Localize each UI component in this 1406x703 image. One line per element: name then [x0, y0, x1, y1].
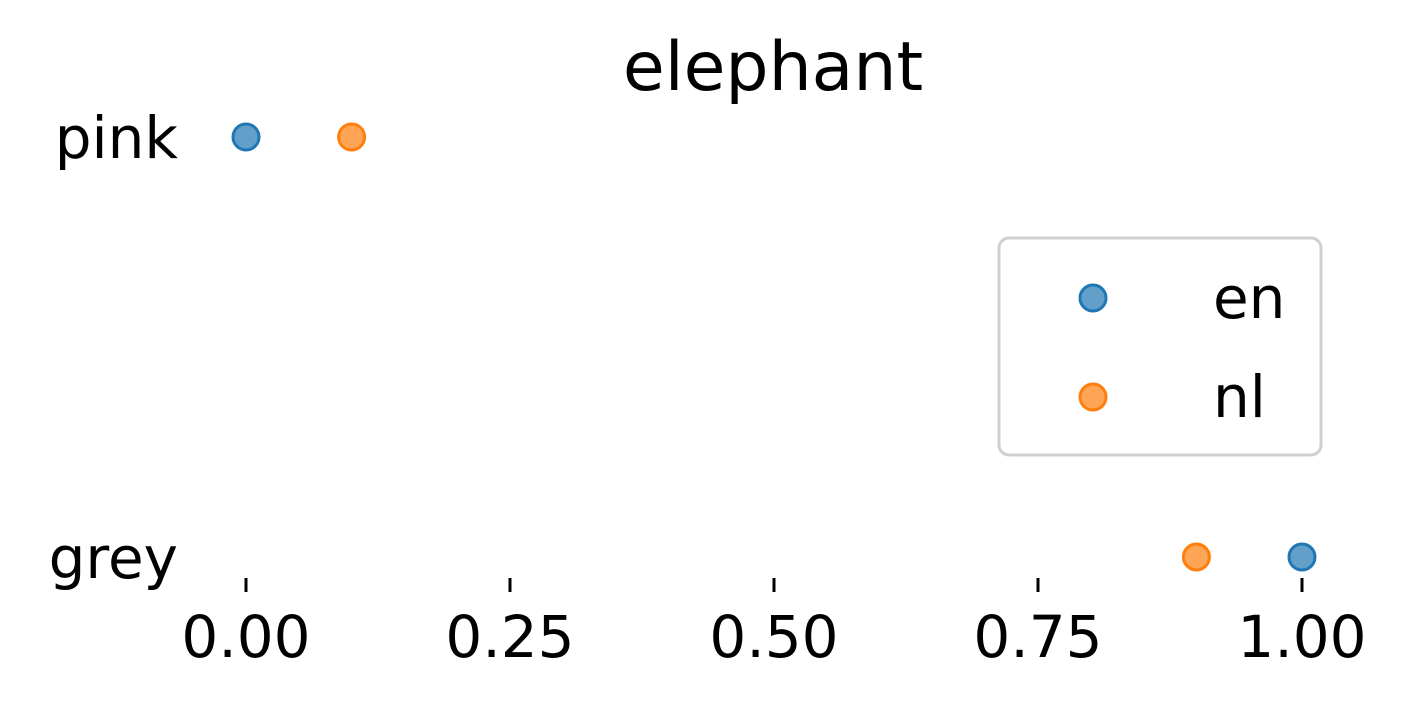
- y-tick-label-grey: grey: [49, 524, 178, 592]
- x-tick-label: 1.00: [1237, 603, 1366, 671]
- legend-marker-en: [1078, 283, 1108, 313]
- x-axis: 0.00 0.25 0.50 0.75 1.00: [181, 578, 1367, 671]
- x-tick-label: 0.00: [181, 603, 310, 671]
- y-axis-labels: pink grey: [49, 104, 179, 592]
- x-tick-label: 0.75: [973, 603, 1102, 671]
- x-tick-label: 0.50: [709, 603, 838, 671]
- point-nl-pink: [337, 122, 367, 152]
- point-nl-grey: [1181, 542, 1211, 572]
- y-tick-label-pink: pink: [55, 104, 179, 172]
- point-en-grey: [1287, 542, 1317, 572]
- legend-label-nl: nl: [1213, 363, 1266, 431]
- legend-label-en: en: [1213, 264, 1285, 332]
- data-points: [231, 122, 1317, 572]
- point-en-pink: [231, 122, 261, 152]
- x-tick-label: 0.25: [445, 603, 574, 671]
- legend: en nl: [997, 236, 1323, 457]
- chart-title: elephant: [623, 28, 923, 107]
- legend-marker-nl: [1078, 382, 1108, 412]
